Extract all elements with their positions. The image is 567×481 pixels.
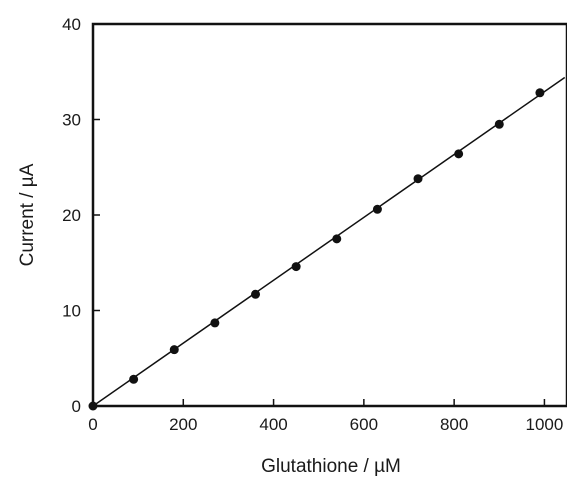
data-points (88, 88, 545, 411)
x-tick-labels: 0 200 400 600 800 1000 (88, 415, 563, 434)
data-point (129, 374, 139, 384)
data-point (332, 234, 342, 244)
y-axis-title: Current / µA (17, 163, 38, 266)
y-tick-label: 20 (62, 206, 81, 225)
data-point (251, 289, 261, 299)
x-tick-label: 1000 (526, 415, 564, 434)
y-tick-label: 30 (62, 111, 81, 130)
data-point (169, 345, 179, 355)
data-point (413, 174, 423, 184)
x-tick-label: 200 (169, 415, 197, 434)
y-tick-label: 0 (72, 397, 81, 416)
x-tick-label: 0 (88, 415, 97, 434)
data-point (372, 204, 382, 214)
data-point (535, 88, 545, 98)
y-tick-label: 10 (62, 302, 81, 321)
x-tick-label: 600 (350, 415, 378, 434)
plot-frame (91, 22, 567, 408)
data-point (494, 119, 504, 129)
y-tick-label: 40 (62, 15, 81, 34)
fit-line (92, 76, 566, 407)
x-axis-ticks (92, 399, 546, 406)
data-point (210, 318, 220, 328)
data-point (291, 262, 301, 272)
x-axis-title: Glutathione / µM (261, 456, 401, 477)
data-point (88, 401, 98, 411)
y-tick-labels: 0 10 20 30 40 (62, 15, 81, 416)
data-point (454, 149, 464, 159)
x-tick-label: 800 (440, 415, 468, 434)
x-tick-label: 400 (259, 415, 287, 434)
